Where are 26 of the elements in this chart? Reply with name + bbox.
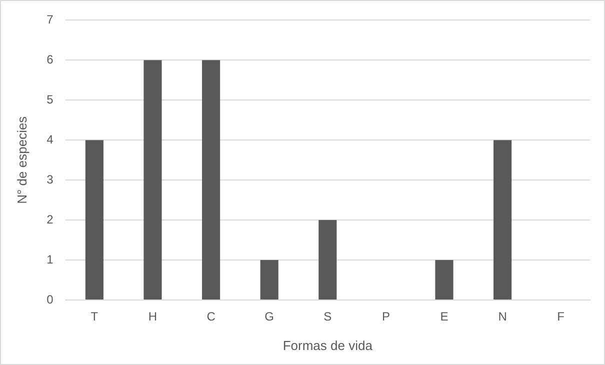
y-tick-label: 2 [46, 212, 54, 226]
x-axis-title: Formas de vida [282, 338, 374, 353]
x-tick-label: T [90, 310, 99, 324]
x-tick-label: S [324, 310, 332, 324]
x-tick-label: H [148, 310, 158, 324]
x-tick-label: G [264, 310, 274, 324]
y-tick-label: 5 [46, 92, 54, 106]
bar [202, 60, 220, 300]
x-tick-label: P [382, 310, 390, 324]
y-tick-label: 3 [46, 172, 54, 186]
bar [318, 220, 337, 300]
x-tick-label: F [557, 310, 565, 324]
x-tick-label: C [206, 310, 216, 324]
bar [85, 140, 104, 300]
bar [435, 260, 454, 300]
x-tick-label: E [440, 310, 448, 324]
bar [494, 140, 512, 300]
y-axis-title: N° de especies [14, 116, 30, 204]
x-tick-label: N [498, 310, 507, 324]
y-tick-label: 0 [46, 292, 54, 306]
y-tick-label: 7 [46, 12, 54, 27]
y-tick-label: 1 [46, 252, 54, 266]
y-tick-label: 4 [46, 132, 54, 146]
y-tick-label: 6 [46, 52, 54, 66]
bar [260, 260, 278, 300]
bar [144, 60, 162, 300]
